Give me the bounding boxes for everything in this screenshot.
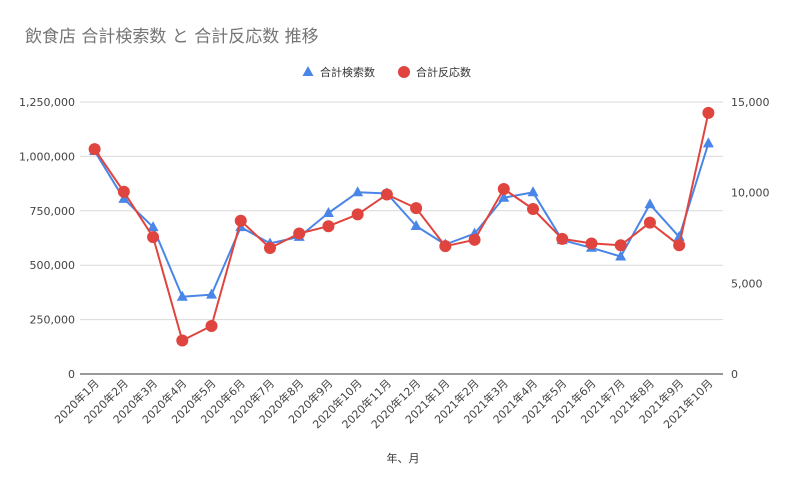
data-point-circle: [702, 106, 715, 119]
y-tick-label-left: 250,000: [30, 314, 76, 327]
data-point-circle: [380, 188, 393, 201]
data-point-circle: [176, 334, 189, 347]
data-point-circle: [497, 183, 510, 196]
data-point-triangle: [644, 198, 656, 209]
data-point-triangle: [410, 220, 422, 231]
data-point-circle: [234, 214, 247, 227]
legend-label: 合計反応数: [416, 65, 471, 79]
data-point-triangle: [176, 290, 188, 301]
legend: 合計検索数 合計反応数: [302, 65, 471, 79]
y-tick-label-right: 5,000: [731, 277, 763, 290]
data-point-circle: [556, 232, 569, 245]
data-point-circle: [263, 241, 276, 254]
data-point-triangle: [118, 192, 130, 203]
data-point-triangle: [352, 186, 364, 197]
axes: 0 250,000 500,000 750,000 1,000,000 1,250,000…: [19, 96, 769, 431]
data-point-circle: [468, 233, 481, 246]
data-point-circle: [351, 208, 364, 221]
data-point-circle: [439, 240, 452, 253]
y-tick-label-right: 0: [731, 368, 738, 381]
chart-title: 飲食店 合計検索数 と 合計反応数 推移: [25, 27, 319, 47]
data-point-triangle: [322, 206, 334, 217]
data-point-circle: [117, 185, 130, 198]
data-point-triangle: [147, 221, 159, 232]
y-tick-label-left: 500,000: [30, 259, 76, 272]
data-point-circle: [673, 239, 686, 252]
data-point-circle: [88, 143, 101, 156]
series: [88, 106, 715, 347]
y-tick-label-left: 750,000: [30, 205, 76, 218]
legend-marker-circle: [398, 66, 410, 78]
y-tick-label-left: 1,250,000: [19, 96, 75, 109]
data-point-circle: [643, 216, 656, 229]
data-point-triangle: [527, 186, 539, 197]
y-tick-label-left: 0: [68, 368, 75, 381]
data-point-circle: [614, 239, 627, 252]
series-line: [93, 112, 710, 342]
gridlines: [80, 101, 723, 375]
data-point-circle: [322, 220, 335, 233]
data-point-circle: [585, 237, 598, 250]
data-point-triangle: [702, 137, 714, 148]
data-point-circle: [410, 202, 423, 215]
y-tick-label-right: 15,000: [731, 96, 770, 109]
y-tick-label-left: 1,000,000: [19, 150, 75, 163]
data-point-triangle: [498, 191, 510, 202]
data-point-circle: [527, 202, 540, 215]
data-point-circle: [147, 231, 160, 244]
data-point-triangle: [615, 250, 627, 261]
series-line: [93, 143, 710, 298]
legend-label: 合計検索数: [320, 65, 375, 79]
legend-marker-triangle: [302, 66, 314, 76]
data-point-circle: [205, 319, 218, 332]
data-point-circle: [293, 227, 306, 240]
data-point-triangle: [206, 288, 218, 299]
x-axis-title: 年、月: [387, 451, 420, 465]
data-point-triangle: [673, 230, 685, 241]
y-tick-label-right: 10,000: [731, 187, 770, 200]
